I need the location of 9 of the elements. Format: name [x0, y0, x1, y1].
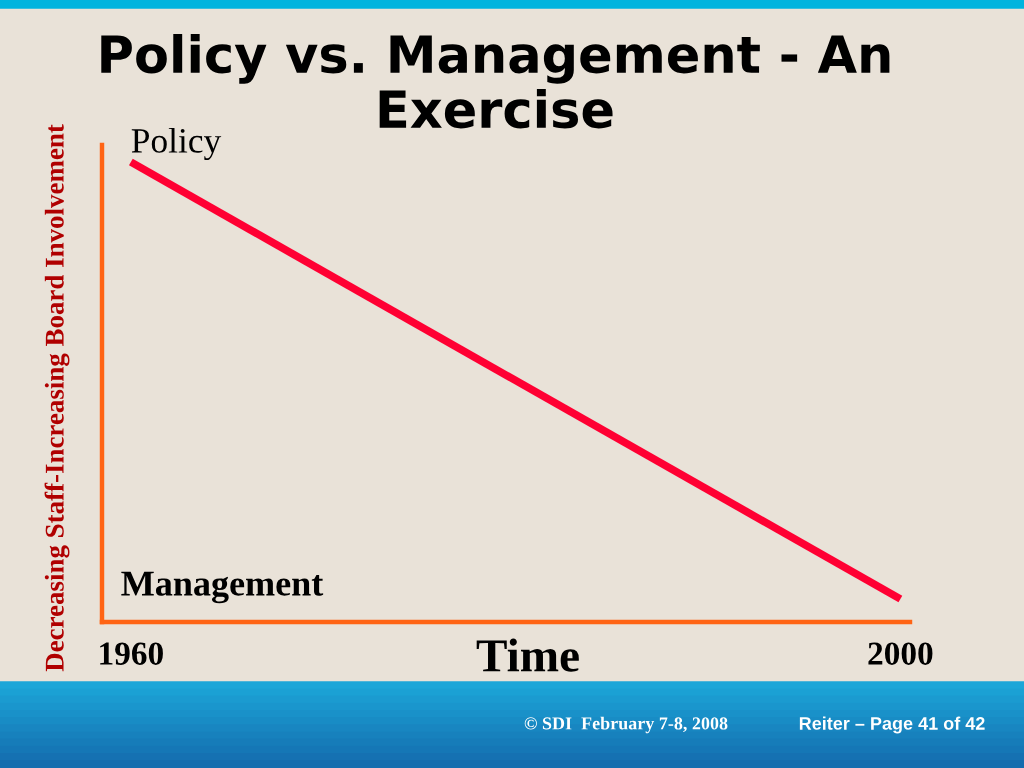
text: Reiter – Page 41 of 42: [799, 716, 985, 734]
text: © SDI February 7-8, 2008: [524, 716, 728, 734]
chart-title: Policy vs. Management - An Exercise: [101, 34, 890, 129]
text: Policy: [131, 127, 222, 161]
annotation: Management: [121, 571, 324, 604]
x-tick-label: 2000: [868, 642, 933, 665]
x-tick-label: 1960: [100, 642, 163, 665]
x-axis-title: Time: [476, 638, 579, 672]
y-axis-title: Decreasing Staff-Increasing Board Involvement: [44, 124, 70, 672]
